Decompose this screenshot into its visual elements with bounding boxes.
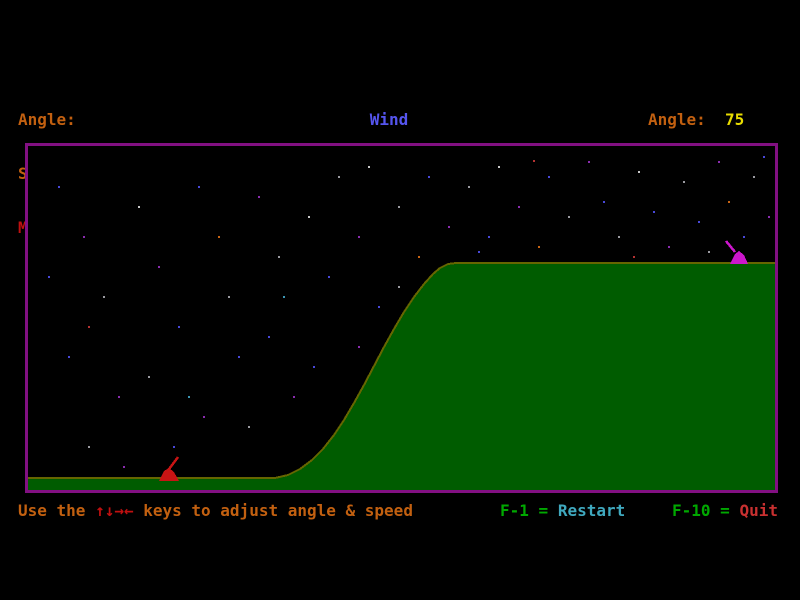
star [498, 166, 500, 168]
star [668, 246, 670, 248]
star [548, 176, 550, 178]
star [638, 171, 640, 173]
battlefield-canvas [28, 156, 775, 490]
restart-equals: = [528, 501, 558, 520]
star [568, 216, 570, 218]
star [313, 366, 315, 368]
star [258, 196, 260, 198]
star [763, 156, 765, 158]
terrain [28, 263, 775, 490]
star [618, 236, 620, 238]
arrow-keys-icon: ↑↓→← [95, 501, 134, 520]
star [308, 216, 310, 218]
tank-player-1 [159, 468, 179, 481]
star [358, 346, 360, 348]
star [743, 236, 745, 238]
star [468, 186, 470, 188]
star [198, 186, 200, 188]
star [708, 251, 710, 253]
star [698, 221, 700, 223]
star [83, 236, 85, 238]
star [178, 326, 180, 328]
wind-label: Wind [369, 110, 409, 129]
star [268, 336, 270, 338]
star [518, 206, 520, 208]
star [48, 276, 50, 278]
quit-label: Quit [739, 501, 778, 520]
star [173, 446, 175, 448]
star [488, 236, 490, 238]
quit-hint: F-10 = Quit [672, 502, 778, 520]
star [653, 211, 655, 213]
star [428, 176, 430, 178]
star [538, 246, 540, 248]
star [88, 326, 90, 328]
star [103, 296, 105, 298]
star [448, 226, 450, 228]
star [728, 201, 730, 203]
star [603, 201, 605, 203]
star [533, 160, 535, 162]
star [398, 206, 400, 208]
star [148, 376, 150, 378]
star [88, 446, 90, 448]
quit-key: F-10 [672, 501, 711, 520]
angle-label: Angle: [648, 110, 706, 129]
restart-label: Restart [557, 501, 626, 520]
star [58, 186, 60, 188]
playfield[interactable] [25, 143, 778, 493]
star [683, 181, 685, 183]
angle-value: 75 [725, 110, 745, 129]
star [278, 256, 280, 258]
tank-player-1-barrel [168, 456, 179, 470]
star [718, 161, 720, 163]
star [203, 416, 205, 418]
star [293, 396, 295, 398]
star [188, 396, 190, 398]
star [768, 216, 770, 218]
hud-right-angle-row: Angle: 75 [648, 111, 773, 129]
star [328, 276, 330, 278]
star [338, 176, 340, 178]
star [358, 236, 360, 238]
star [588, 161, 590, 163]
help-message: Use the ↑↓→← keys to adjust angle & spee… [18, 502, 413, 520]
quit-equals: = [710, 501, 740, 520]
star [228, 296, 230, 298]
star [68, 356, 70, 358]
star [398, 286, 400, 288]
tank-player-2-barrel [725, 240, 736, 253]
star [283, 296, 285, 298]
angle-label: Angle: [18, 110, 76, 129]
star [248, 426, 250, 428]
help-suffix: keys to adjust angle & speed [133, 501, 413, 520]
star [118, 396, 120, 398]
terrain-surface-line [28, 262, 775, 479]
restart-key: F-1 [500, 501, 529, 520]
star [123, 466, 125, 468]
star [368, 166, 370, 168]
star [138, 206, 140, 208]
star [378, 306, 380, 308]
star [158, 266, 160, 268]
star [753, 176, 755, 178]
star [218, 236, 220, 238]
hud-left-angle-row: Angle: [18, 111, 143, 129]
help-prefix: Use the [18, 501, 96, 520]
star [418, 256, 420, 258]
star [238, 356, 240, 358]
star [633, 256, 635, 258]
restart-hint: F-1 = Restart [500, 502, 625, 520]
tank-player-2 [730, 251, 748, 264]
star [478, 251, 480, 253]
